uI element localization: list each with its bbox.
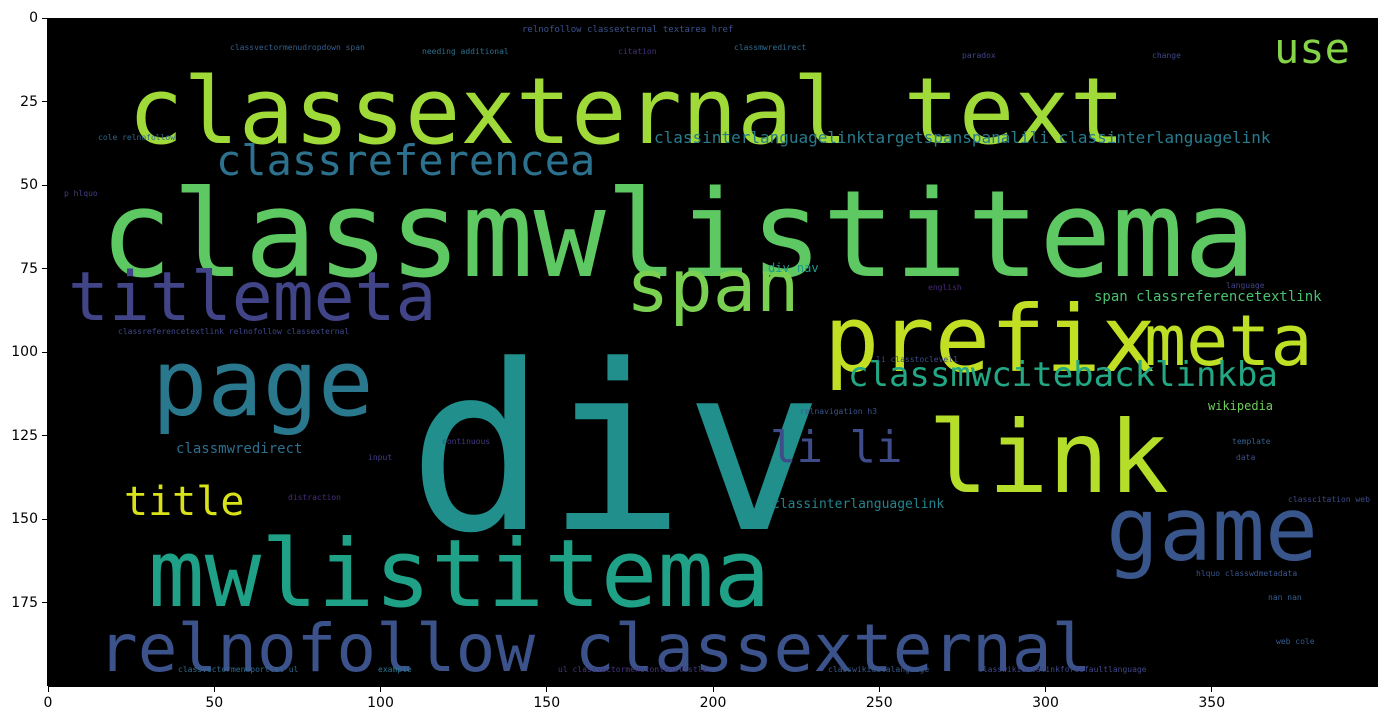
wordcloud-image: div classmwlistitema classexternal text mwl… <box>48 18 1378 686</box>
x-tick-label: 150 <box>533 695 561 711</box>
wordcloud-word: wikipedia <box>1208 399 1274 413</box>
wordcloud-word: classinterlanguagelinktargetspanspanalil… <box>654 128 1271 147</box>
y-tick-mark <box>42 351 48 353</box>
x-tick-label: 200 <box>699 695 727 711</box>
wordcloud-word: classmwredirect <box>734 43 807 52</box>
wordcloud-word: web cole <box>1276 637 1315 646</box>
wordcloud-word: classwikidatalanguage <box>828 665 930 674</box>
wordcloud-word: classcitation web <box>1288 495 1370 504</box>
x-tick-label: 250 <box>865 695 893 711</box>
y-tick-label: 125 <box>11 427 38 444</box>
wordcloud-word: nan nan <box>1268 593 1302 602</box>
wordcloud-word: p hlquo <box>64 189 98 198</box>
x-tick-mark <box>380 686 381 692</box>
wordcloud-word: citation <box>618 47 657 56</box>
y-tick-label: 75 <box>20 260 38 277</box>
wordcloud-word: classvectormenuportlet ul <box>178 665 299 674</box>
wordcloud-word: cole relnofollow <box>98 133 176 142</box>
wordcloud-word: li classtoclevel1 <box>876 355 958 364</box>
wordcloud-word: classmwcitebacklinkba <box>848 355 1278 395</box>
wordcloud-word: classreferencetextlink relnofollow class… <box>118 327 350 336</box>
wordcloud-word: div nav <box>768 261 819 275</box>
wordcloud-word: page <box>152 330 374 437</box>
wordcloud-word: classreferencea <box>216 136 596 185</box>
y-tick-label: 175 <box>11 594 38 611</box>
wordcloud-word: template <box>1232 437 1271 446</box>
wordcloud-word: div <box>408 317 824 584</box>
x-tick-mark <box>546 686 548 692</box>
wordcloud-word: change <box>1152 51 1181 60</box>
wordcloud-word: title <box>124 479 245 525</box>
x-tick-mark <box>1045 686 1046 692</box>
y-tick-label: 25 <box>20 93 38 110</box>
wordcloud-word: relnavigation h3 <box>800 407 878 416</box>
wordcloud-word: prefix <box>824 286 1157 393</box>
wordcloud-word: link <box>928 399 1169 516</box>
x-tick-mark <box>712 686 714 692</box>
x-tick-label: 350 <box>1198 695 1226 711</box>
wordcloud-word: classexternal text <box>128 58 1125 165</box>
wordcloud-word: meta <box>1144 300 1313 382</box>
wordcloud-word: paradox <box>962 51 996 60</box>
x-tick-label: 0 <box>43 695 53 711</box>
wordcloud-word: data <box>1236 453 1256 462</box>
x-tick-mark <box>47 686 49 692</box>
wordcloud-word: classwikidatalinkfordefaultlanguage <box>978 665 1147 674</box>
y-tick-mark <box>42 518 48 520</box>
wordcloud-word: classvectormenudropdown span <box>230 43 365 52</box>
y-tick-mark <box>42 101 48 102</box>
y-tick-label: 50 <box>20 177 38 193</box>
wordcloud-word: continuous <box>442 437 491 446</box>
x-tick-label: 300 <box>1032 695 1059 711</box>
y-tick-label: 0 <box>29 10 38 26</box>
x-tick-mark <box>1211 686 1213 692</box>
wordcloud-word: language <box>1226 281 1265 290</box>
wordcloud-word: mwlistitema <box>148 520 771 629</box>
y-tick-mark <box>42 602 48 603</box>
wordcloud-word: titlemeta <box>68 258 437 337</box>
wordcloud-word: classmwlistitema <box>100 166 1256 305</box>
wordcloud-word: span classreferencetextlink <box>1094 289 1322 305</box>
wordcloud-word: classinterlanguagelink <box>772 497 945 512</box>
wordcloud-word: english <box>928 283 962 292</box>
wordcloud-word: game <box>1106 478 1318 581</box>
y-tick-mark <box>42 435 48 436</box>
wordcloud-word: ul classvectormenucontentlistli <box>558 665 708 674</box>
wordcloud-word: distraction <box>288 493 341 502</box>
wordcloud-word: span <box>626 244 800 328</box>
x-tick-label: 50 <box>205 695 224 711</box>
wordcloud-word: li li <box>770 422 903 473</box>
y-tick-mark <box>42 17 48 19</box>
wordcloud-word: use <box>1274 24 1350 73</box>
y-tick-label: 150 <box>11 511 38 527</box>
x-tick-label: 100 <box>367 695 394 711</box>
wordcloud-word: example <box>378 665 412 674</box>
y-tick-label: 100 <box>11 344 38 360</box>
wordcloud-word: relnofollow classexternal textarea href <box>522 25 734 35</box>
y-tick-mark <box>42 184 48 186</box>
wordcloud-word: input <box>368 453 393 462</box>
y-tick-mark <box>42 268 48 269</box>
x-tick-mark <box>878 686 880 692</box>
x-tick-mark <box>213 686 215 692</box>
wordcloud-word: classmwredirect <box>176 441 303 457</box>
wordcloud-word: relnofollow classexternal <box>98 610 1092 686</box>
wordcloud-word: needing additional <box>422 47 509 56</box>
wordcloud-word: hlquo classwdmetadata <box>1196 569 1298 578</box>
